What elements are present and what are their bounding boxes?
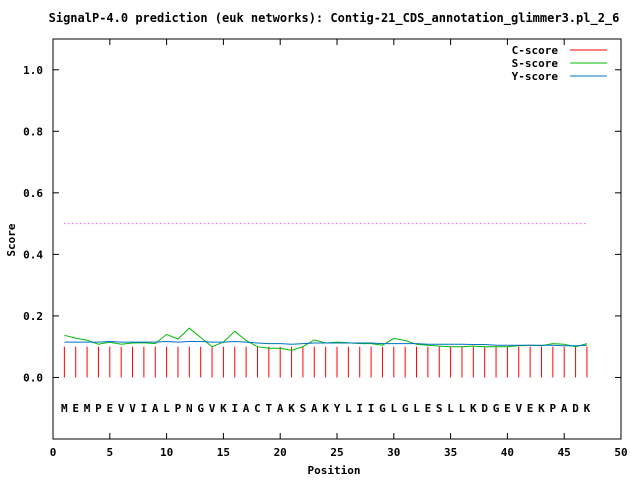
sequence-letter: N — [186, 402, 193, 415]
x-axis-label: Position — [308, 464, 361, 477]
score-lines — [64, 327, 588, 351]
x-tick-label: 45 — [558, 446, 571, 459]
y-tick-label: 0.4 — [23, 248, 43, 261]
sequence-letter: I — [141, 402, 148, 415]
x-tick-label: 35 — [444, 446, 457, 459]
sequence-letter: L — [390, 402, 397, 415]
sequence-letter: A — [277, 402, 284, 415]
sequence-letter: D — [572, 402, 579, 415]
y-axis-ticks: 0.0 0.2 0.4 0.6 0.8 1.0 — [23, 64, 621, 384]
x-tick-label: 40 — [501, 446, 514, 459]
sequence-letter: V — [515, 402, 522, 415]
sequence-letter: Y — [334, 402, 341, 415]
x-tick-label: 10 — [160, 446, 173, 459]
c-score-impulses — [63, 346, 588, 378]
y-score-line — [64, 340, 587, 347]
plot-area — [52, 38, 622, 440]
sequence-letter: I — [231, 402, 238, 415]
sequence-letter: D — [481, 402, 488, 415]
y-tick-label: 0.0 — [23, 371, 43, 384]
y-tick-label: 0.8 — [23, 125, 43, 138]
sequence-letter: A — [311, 402, 318, 415]
plot-border — [52, 38, 622, 440]
sequence-letter: G — [493, 402, 500, 415]
sequence-letter: K — [584, 402, 591, 415]
sequence-letter: P — [175, 402, 182, 415]
sequence-letter: M — [61, 402, 68, 415]
sequence-letter: L — [345, 402, 352, 415]
sequence-letter: S — [300, 402, 307, 415]
sequence-letter: V — [209, 402, 216, 415]
y-tick-label: 1.0 — [23, 64, 43, 77]
sequence-letter: K — [288, 402, 295, 415]
sequence-letter: L — [447, 402, 454, 415]
sequence-letter: V — [129, 402, 136, 415]
sequence-letter: V — [118, 402, 125, 415]
x-tick-label: 5 — [106, 446, 113, 459]
sequence-letter: L — [413, 402, 420, 415]
x-axis-ticks: 0 5 10 15 20 25 30 35 40 45 50 — [50, 39, 628, 459]
sequence-letter: A — [561, 402, 568, 415]
sequence-letter: I — [356, 402, 363, 415]
sequence-letter: K — [470, 402, 477, 415]
sequence-letter: I — [368, 402, 375, 415]
x-tick-label: 50 — [614, 446, 627, 459]
sequence-letter: E — [425, 402, 432, 415]
sequence-letter: E — [527, 402, 534, 415]
x-tick-label: 0 — [50, 446, 57, 459]
sequence-letter: E — [106, 402, 113, 415]
y-tick-label: 0.6 — [23, 187, 43, 200]
sequence-letter: M — [84, 402, 91, 415]
sequence-letter: P — [550, 402, 557, 415]
legend-label: C-score — [512, 44, 559, 57]
x-tick-label: 25 — [330, 446, 343, 459]
x-tick-label: 15 — [217, 446, 230, 459]
y-tick-label: 0.2 — [23, 310, 43, 323]
sequence-letter: S — [436, 402, 443, 415]
sequence-letter: K — [538, 402, 545, 415]
y-axis-label: Score — [5, 223, 18, 256]
sequence-letter: G — [379, 402, 386, 415]
sequence-letter: T — [266, 402, 273, 415]
sequence-letter: E — [72, 402, 79, 415]
legend-label: S-score — [512, 57, 559, 70]
sequence-letter: L — [163, 402, 170, 415]
sequence-letter: P — [95, 402, 102, 415]
sequence-letter: K — [220, 402, 227, 415]
x-tick-label: 20 — [274, 446, 287, 459]
sequence-letter: A — [243, 402, 250, 415]
sequence-letter: C — [254, 402, 261, 415]
sequence-letter: E — [504, 402, 511, 415]
legend-label: Y-score — [512, 70, 559, 83]
sequence-letter: L — [459, 402, 466, 415]
x-tick-label: 30 — [387, 446, 400, 459]
sequence-letter: G — [197, 402, 204, 415]
sequence-letter: G — [402, 402, 409, 415]
sequence-letter: A — [152, 402, 159, 415]
chart-title: SignalP-4.0 prediction (euk networks): C… — [49, 11, 620, 26]
sequence-letter: K — [322, 402, 329, 415]
